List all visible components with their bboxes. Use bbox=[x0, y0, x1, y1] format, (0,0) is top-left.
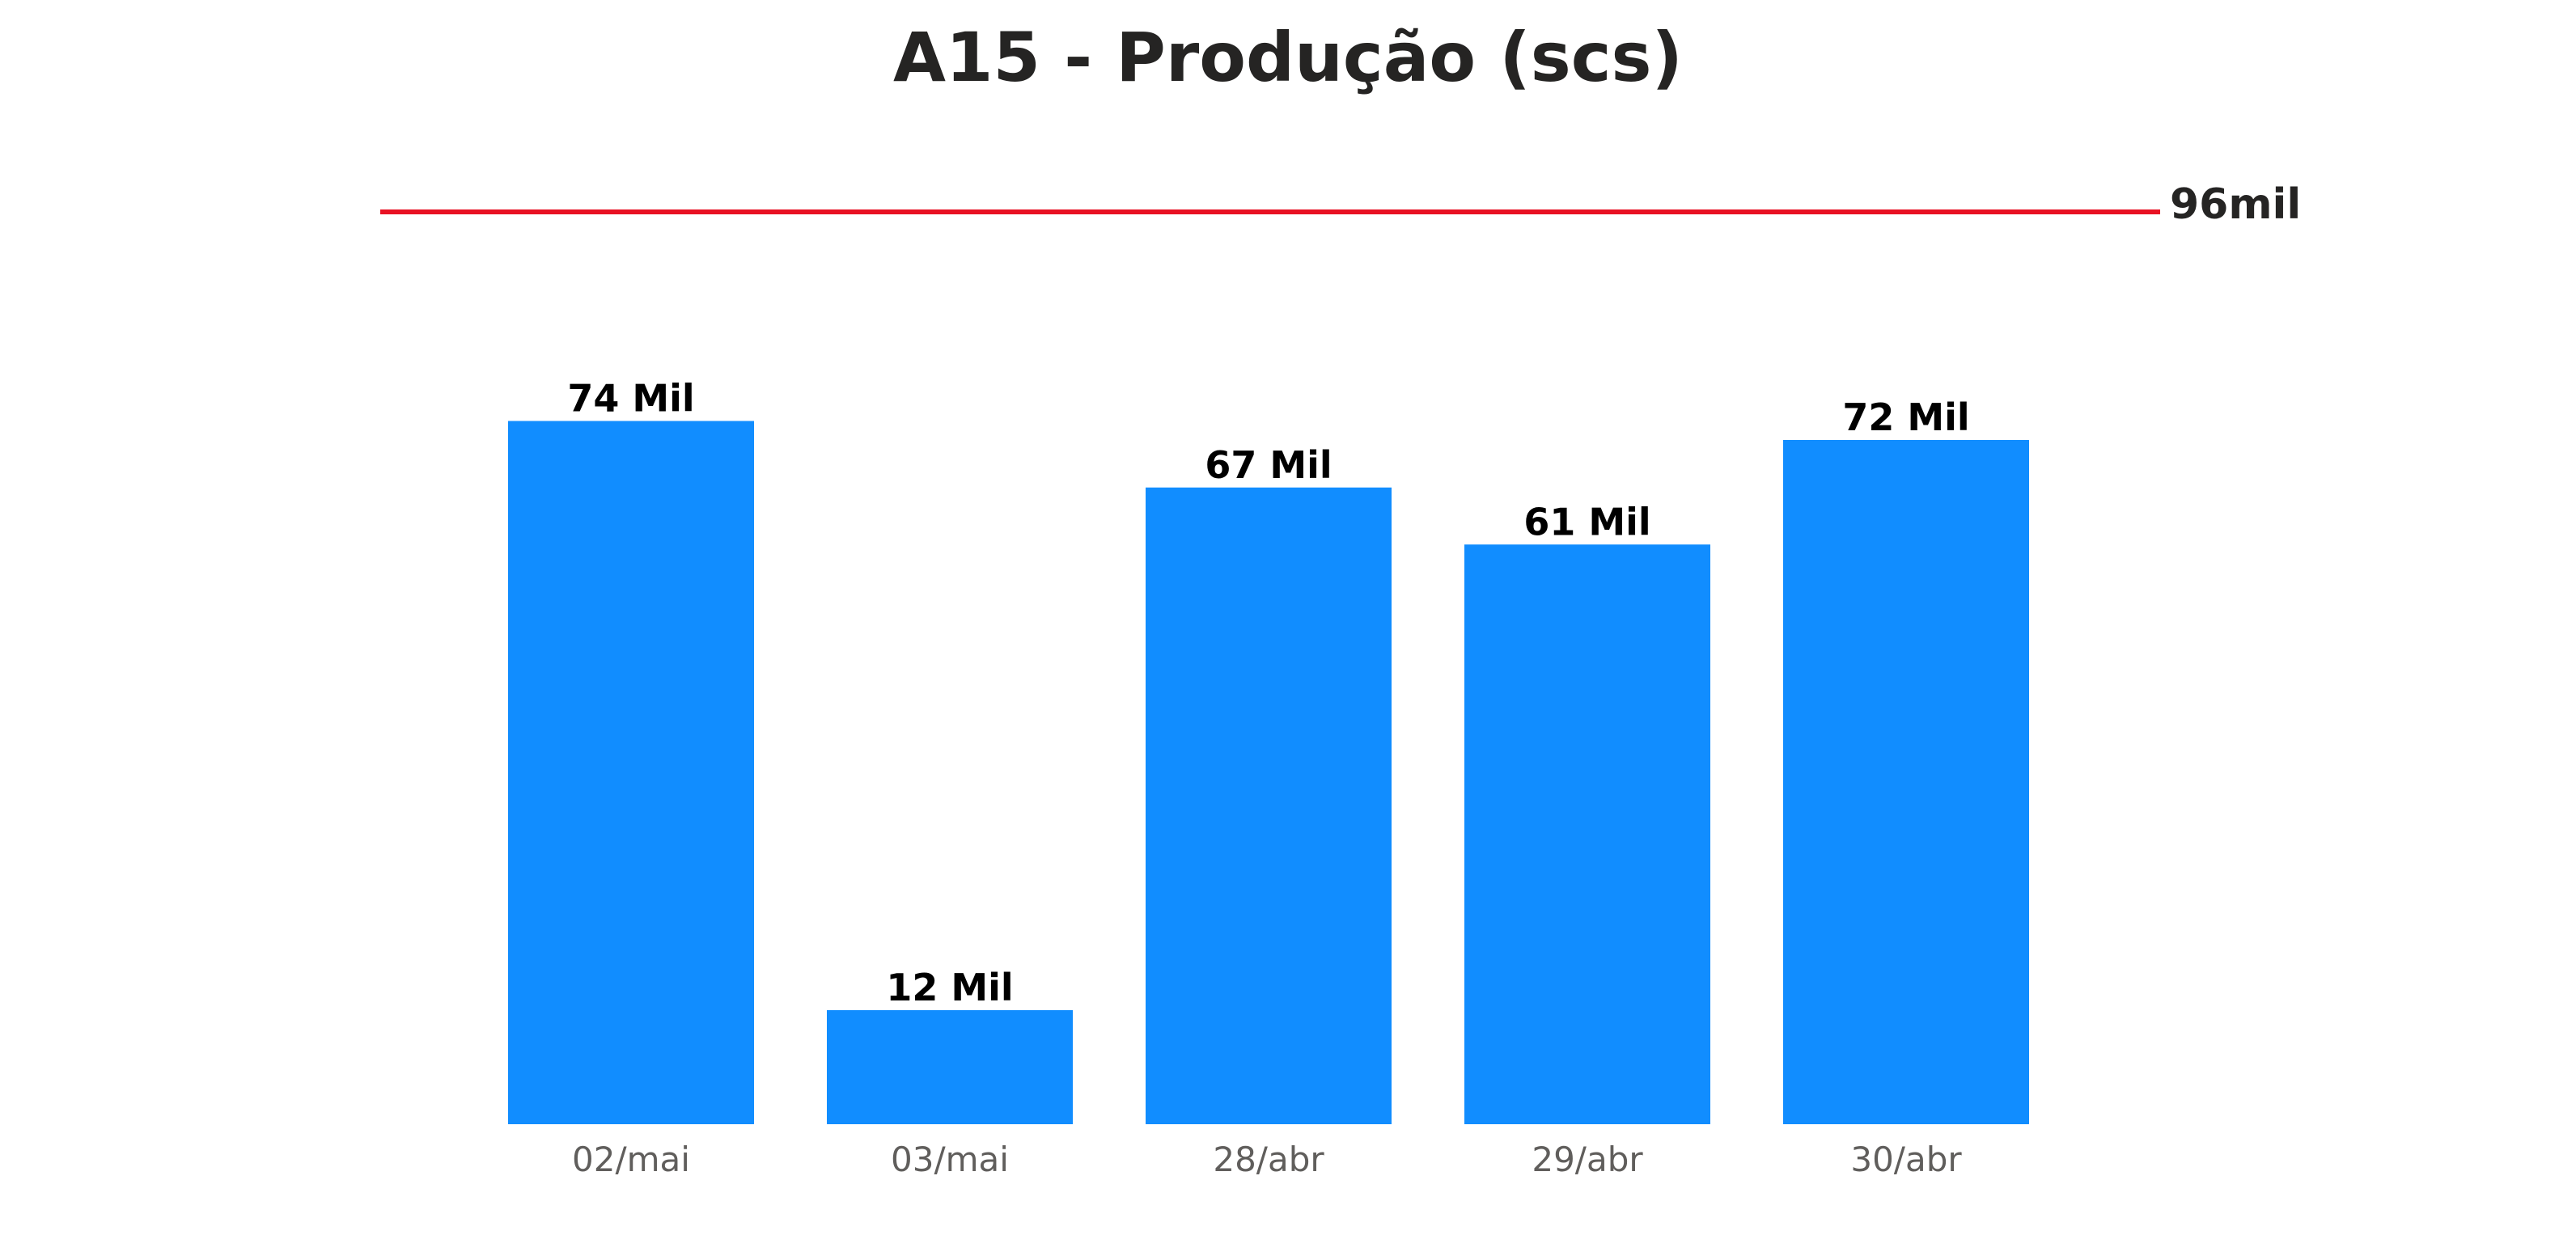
bar-02-mai bbox=[508, 421, 754, 1124]
bar-28-abr bbox=[1146, 487, 1392, 1124]
x-tick-label: 29/abr bbox=[1532, 1140, 1643, 1179]
chart-title: A15 - Produção (scs) bbox=[893, 18, 1683, 97]
x-tick-label: 02/mai bbox=[572, 1140, 690, 1179]
reference-line-group: 96mil bbox=[380, 180, 2301, 229]
data-label: 12 Mil bbox=[886, 966, 1013, 1009]
x-tick-label: 28/abr bbox=[1213, 1140, 1324, 1179]
bar-03-mai bbox=[827, 1010, 1073, 1124]
bar-29-abr bbox=[1464, 544, 1710, 1124]
x-axis-ticks-group: 02/mai 03/mai 28/abr 29/abr 30/abr bbox=[572, 1140, 1962, 1179]
x-tick-label: 03/mai bbox=[891, 1140, 1009, 1179]
data-label: 72 Mil bbox=[1842, 395, 1969, 439]
bars-group bbox=[508, 421, 2029, 1124]
data-label: 67 Mil bbox=[1205, 443, 1332, 487]
reference-line-label: 96mil bbox=[2170, 180, 2301, 229]
data-label: 74 Mil bbox=[567, 377, 694, 421]
x-tick-label: 30/abr bbox=[1850, 1140, 1962, 1179]
data-labels-group: 74 Mil 12 Mil 67 Mil 61 Mil 72 Mil bbox=[567, 377, 1969, 1010]
data-label: 61 Mil bbox=[1523, 500, 1650, 544]
bar-30-abr bbox=[1783, 440, 2029, 1124]
